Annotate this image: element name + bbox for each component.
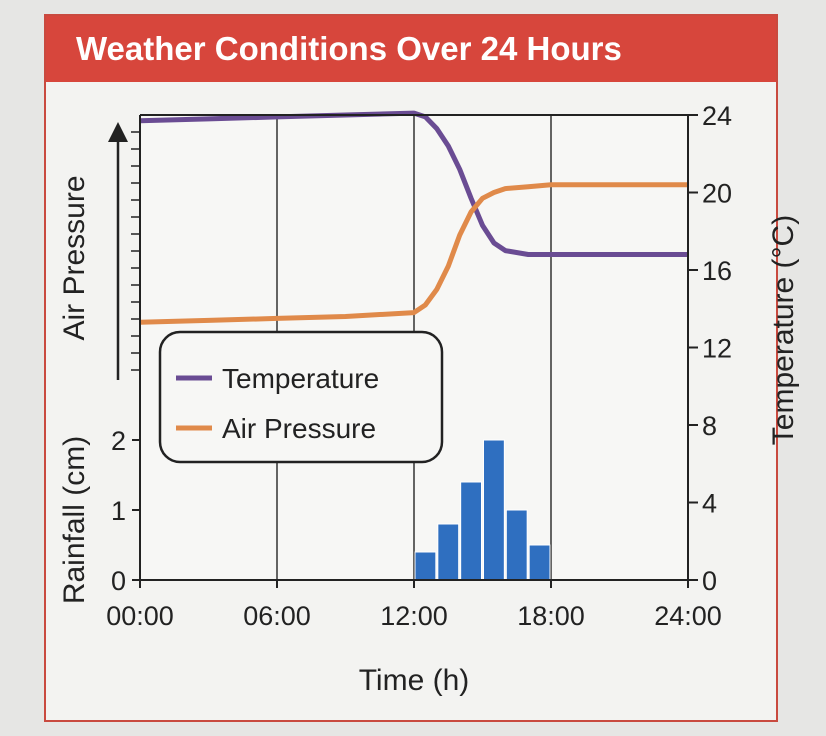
- x-tick-label: 00:00: [106, 601, 174, 631]
- legend-box: [158, 330, 444, 464]
- rainfall-axis-title: Rainfall (cm): [58, 436, 91, 604]
- rainfall-tick-label: 0: [111, 566, 126, 596]
- rainfall-bar: [437, 523, 460, 581]
- rainfall-bar: [528, 544, 551, 581]
- x-tick-label: 24:00: [654, 601, 722, 631]
- temperature-tick-label: 20: [702, 179, 732, 209]
- temperature-tick-label: 12: [702, 334, 732, 364]
- rainfall-tick-label: 1: [111, 496, 126, 526]
- legend-label: Temperature: [222, 363, 379, 394]
- rainfall-bar: [483, 439, 505, 581]
- x-axis-title: Time (h): [359, 664, 470, 697]
- title-bar: Weather Conditions Over 24 Hours: [46, 16, 776, 82]
- chart-title: Weather Conditions Over 24 Hours: [76, 30, 622, 67]
- rainfall-bars: [414, 439, 551, 581]
- legend-label: Air Pressure: [222, 413, 376, 444]
- legend: Temperature Air Pressure: [158, 330, 444, 464]
- temperature-axis-title: Temperature (°C): [767, 215, 800, 445]
- air-pressure-line: [139, 182, 688, 325]
- rainfall-tick-label: 2: [111, 426, 126, 456]
- rainfall-bar: [505, 509, 528, 581]
- axis-labels: Time (h) Temperature (°C) Air Pressure Rain…: [58, 175, 800, 697]
- temperature-tick-label: 8: [702, 411, 717, 441]
- temperature-tick-label: 16: [702, 256, 732, 286]
- x-tick-label: 06:00: [243, 601, 311, 631]
- x-tick-label: 18:00: [517, 601, 585, 631]
- x-tick-label: 12:00: [380, 601, 448, 631]
- air-pressure-axis-title: Air Pressure: [58, 175, 91, 340]
- temperature-tick-label: 24: [702, 101, 732, 131]
- air-pressure-arrow-head: [108, 122, 128, 142]
- rainfall-bar: [460, 481, 482, 581]
- temperature-tick-label: 4: [702, 489, 717, 519]
- rainfall-bar: [414, 551, 437, 581]
- temperature-tick-label: 0: [702, 566, 717, 596]
